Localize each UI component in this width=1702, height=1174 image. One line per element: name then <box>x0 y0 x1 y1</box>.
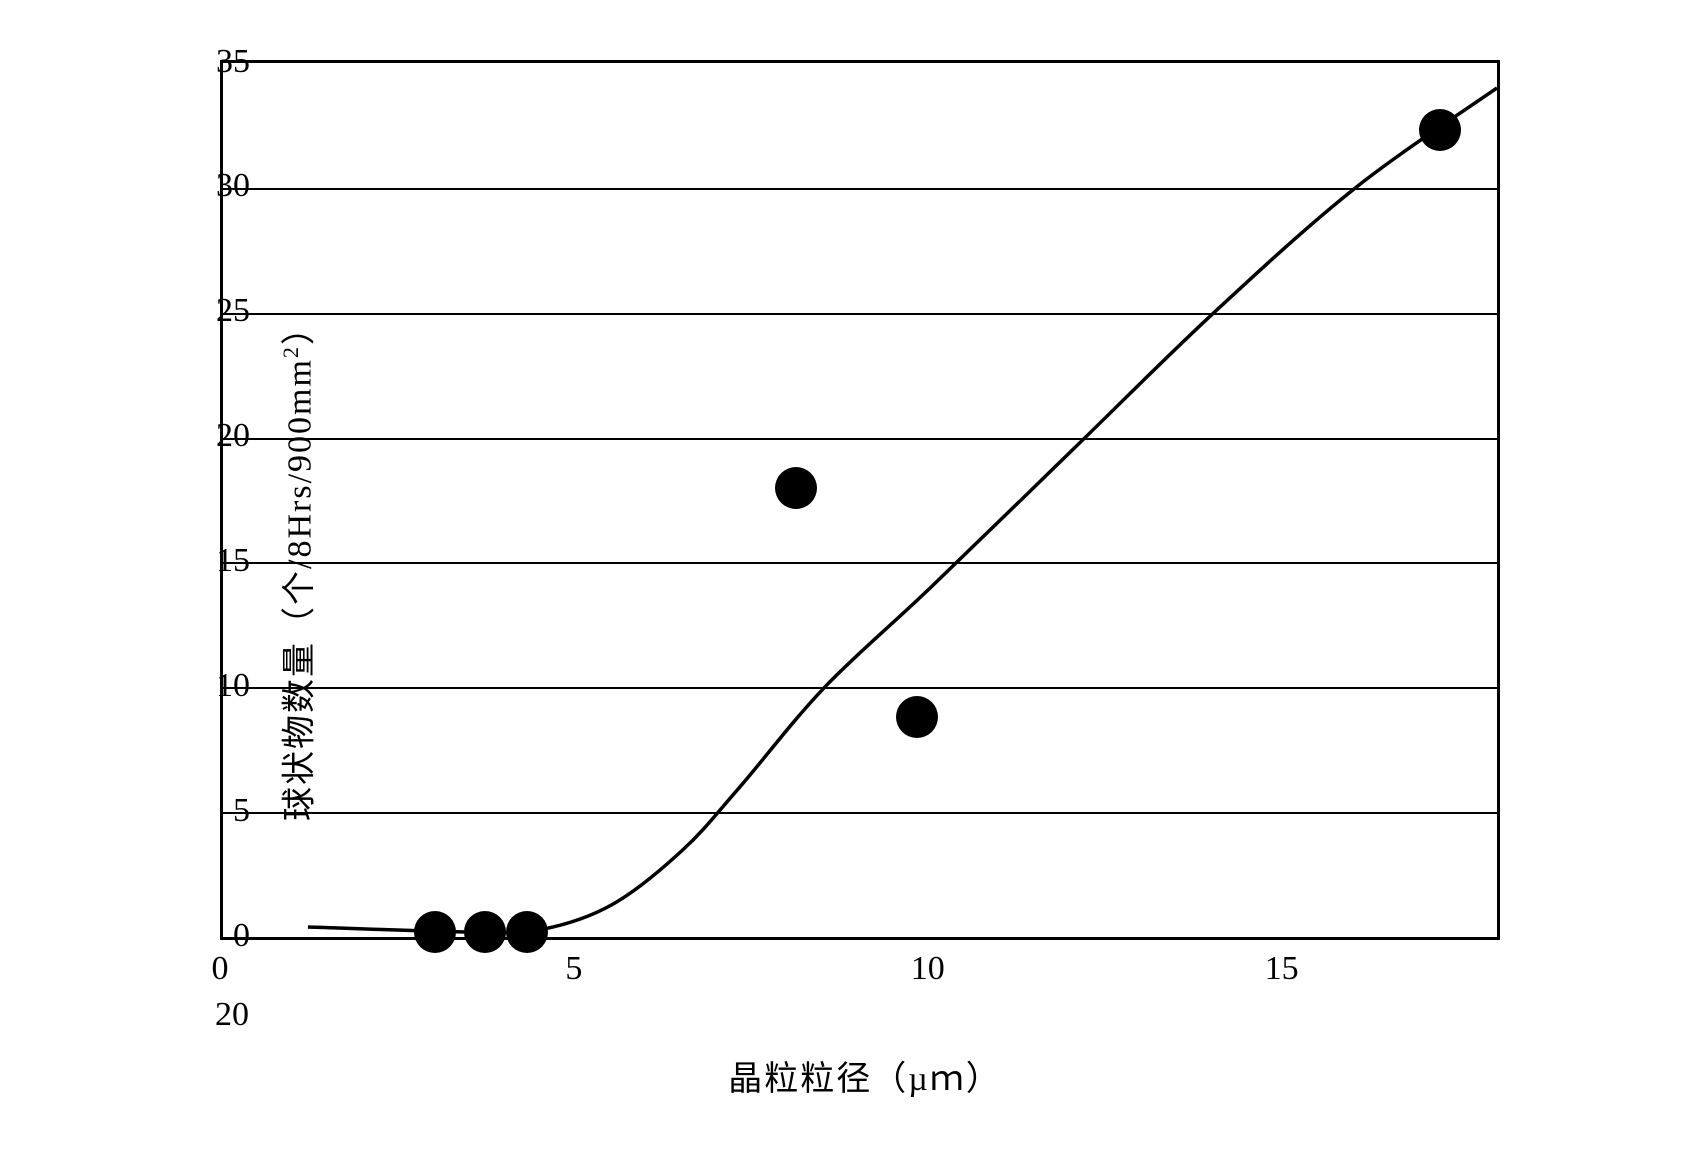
data-point <box>1419 109 1461 151</box>
fit-curve <box>223 63 1497 937</box>
x-tick-label: 15 <box>1265 950 1299 988</box>
x-tick-label: 0 <box>212 950 229 988</box>
plot-area <box>220 60 1500 940</box>
gridline <box>223 812 1497 814</box>
data-point <box>896 696 938 738</box>
y-tick-label: 30 <box>216 167 250 205</box>
gridline <box>223 562 1497 564</box>
scatter-chart: 球状物数量（个/8Hrs/900mm2） 晶粒粒径（µｍ） 0510152025… <box>40 40 1540 1090</box>
data-point <box>775 467 817 509</box>
data-point <box>506 911 548 953</box>
data-point <box>464 911 506 953</box>
gridline <box>223 188 1497 190</box>
y-tick-label: 0 <box>233 917 250 955</box>
data-point <box>414 911 456 953</box>
y-tick-label: 25 <box>216 292 250 330</box>
y-tick-label: 10 <box>216 667 250 705</box>
x-axis-label: 晶粒粒径（µｍ） <box>728 1051 1002 1100</box>
trend-line <box>308 88 1497 933</box>
y-tick-label: 15 <box>216 542 250 580</box>
x-tick-label: 5 <box>565 950 582 988</box>
gridline <box>223 687 1497 689</box>
x-tick-label-second: 20 <box>215 996 249 1034</box>
gridline <box>223 313 1497 315</box>
gridline <box>223 438 1497 440</box>
y-tick-label: 35 <box>216 43 250 81</box>
y-tick-label: 5 <box>233 792 250 830</box>
x-tick-label: 10 <box>911 950 945 988</box>
y-tick-label: 20 <box>216 417 250 455</box>
